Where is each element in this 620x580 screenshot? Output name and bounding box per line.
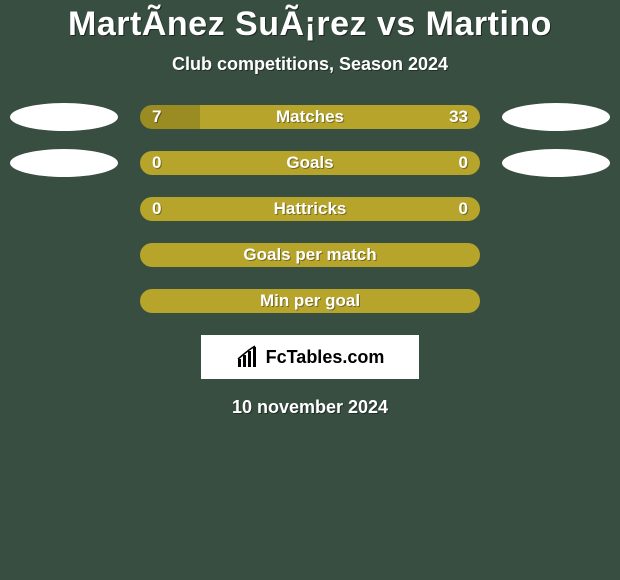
page-subtitle: Club competitions, Season 2024 [0,54,620,75]
logo-box[interactable]: FcTables.com [201,335,419,379]
stat-bar: Goals per match [140,243,480,267]
player-badge-right [502,149,610,177]
stat-row: 00Hattricks [0,197,620,221]
stat-label: Goals [140,151,480,175]
stat-bar: 00Hattricks [140,197,480,221]
stat-row: 00Goals [0,151,620,175]
date-text: 10 november 2024 [0,397,620,418]
stat-label: Goals per match [140,243,480,267]
stat-bar: 00Goals [140,151,480,175]
stat-bar: Min per goal [140,289,480,313]
player-badge-left [10,149,118,177]
chart-icon [236,345,260,369]
player-badge-left [10,103,118,131]
stat-label: Hattricks [140,197,480,221]
stat-bar: 733Matches [140,105,480,129]
logo-text: FcTables.com [266,347,385,368]
player-badge-right [502,103,610,131]
stat-row: Goals per match [0,243,620,267]
page-title: MartÃ­nez SuÃ¡rez vs Martino [0,5,620,44]
stat-label: Matches [140,105,480,129]
stat-label: Min per goal [140,289,480,313]
comparison-card: MartÃ­nez SuÃ¡rez vs Martino Club compet… [0,0,620,580]
stats-container: 733Matches 00Goals 00Hattricks Goals per ma… [0,105,620,313]
stat-row: Min per goal [0,289,620,313]
stat-row: 733Matches [0,105,620,129]
